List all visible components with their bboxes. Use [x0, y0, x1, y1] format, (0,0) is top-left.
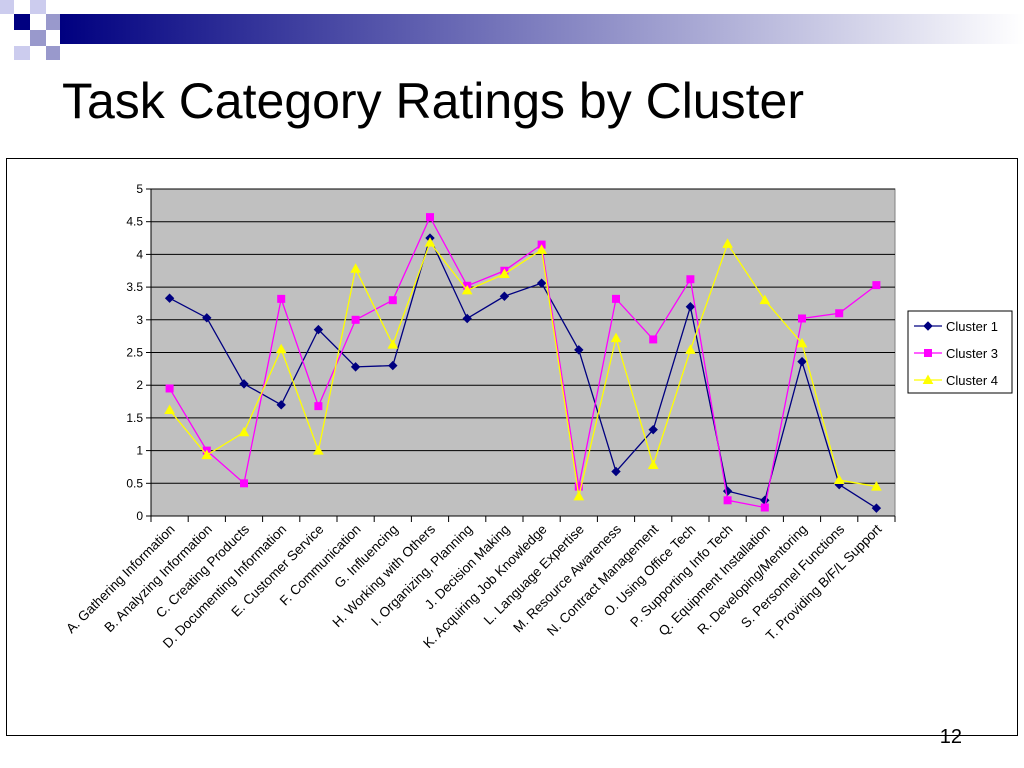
- header-square: [14, 46, 30, 60]
- line-chart: 00.511.522.533.544.55A. Gathering Inform…: [63, 182, 1013, 651]
- data-point: [388, 360, 398, 371]
- data-point: [499, 268, 510, 279]
- legend-label: Cluster 3: [946, 346, 998, 361]
- header-square: [30, 30, 46, 46]
- data-point: [165, 384, 174, 393]
- header-decoration: [0, 0, 1024, 60]
- header-square: [46, 46, 60, 60]
- data-point: [240, 479, 248, 488]
- data-point: [314, 402, 323, 411]
- data-point: [722, 238, 733, 248]
- data-point: [685, 344, 696, 354]
- series-line-2: [169, 215, 877, 509]
- header-gradient-band: [60, 14, 1024, 44]
- data-point: [201, 449, 213, 460]
- data-point: [499, 291, 510, 301]
- data-point: [276, 400, 286, 410]
- data-point: [350, 263, 361, 273]
- header-square: [30, 0, 46, 14]
- data-point: [797, 356, 807, 367]
- data-point: [275, 343, 287, 354]
- data-point: [573, 490, 585, 501]
- header-square: [46, 14, 60, 30]
- series-line-1: [169, 236, 877, 509]
- page-number: 12: [939, 726, 962, 748]
- data-point: [648, 424, 658, 435]
- data-point: [612, 294, 620, 303]
- data-point: [872, 281, 881, 290]
- data-point: [202, 313, 212, 323]
- data-point: [536, 244, 547, 254]
- y-tick-label: 2.5: [126, 346, 143, 360]
- data-point: [462, 313, 472, 324]
- legend-label: Cluster 1: [946, 319, 998, 334]
- legend-marker: [924, 349, 932, 357]
- y-tick-label: 3.5: [126, 280, 143, 294]
- y-tick-label: 1: [136, 444, 143, 458]
- data-point: [536, 278, 547, 288]
- data-point: [871, 503, 882, 513]
- data-point: [759, 294, 771, 305]
- data-point: [871, 481, 882, 491]
- legend-label: Cluster 4: [946, 373, 998, 388]
- data-point: [574, 345, 584, 355]
- legend-marker: [922, 374, 934, 384]
- y-tick-label: 5: [136, 182, 143, 196]
- data-point: [387, 339, 399, 349]
- data-point: [164, 293, 175, 303]
- y-tick-label: 3: [136, 313, 143, 327]
- data-point: [461, 284, 473, 295]
- data-point: [686, 275, 695, 284]
- data-point: [574, 482, 583, 491]
- y-tick-label: 2: [136, 378, 143, 392]
- data-point: [796, 337, 808, 348]
- y-tick-label: 1.5: [126, 411, 143, 425]
- data-point: [649, 335, 658, 344]
- data-point: [833, 474, 845, 485]
- y-tick-label: 4: [136, 247, 143, 261]
- data-point: [835, 309, 844, 318]
- data-point: [313, 445, 324, 455]
- slide-title: Task Category Ratings by Cluster: [62, 73, 804, 129]
- legend-marker: [923, 321, 933, 331]
- data-point: [388, 296, 397, 305]
- data-point: [313, 324, 324, 335]
- header-square: [14, 14, 30, 30]
- data-point: [685, 302, 696, 312]
- data-point: [277, 294, 286, 303]
- chart-frame: 0 0.5 1 1.5 2 2.5 3 3.5 4 4.5 5 A. Gathering Inform…: [6, 158, 1018, 736]
- data-point: [610, 332, 622, 343]
- data-point: [164, 404, 175, 415]
- data-point: [424, 237, 436, 247]
- header-square: [0, 0, 14, 14]
- y-tick-label: 0.5: [126, 476, 143, 490]
- data-point: [239, 379, 249, 389]
- data-point: [611, 466, 621, 477]
- series-line-3: [169, 241, 877, 497]
- y-tick-label: 4.5: [126, 215, 143, 229]
- data-point: [647, 459, 659, 469]
- data-point: [760, 503, 769, 512]
- data-point: [350, 362, 361, 372]
- y-tick-label: 0: [136, 509, 143, 523]
- data-point: [351, 315, 360, 324]
- data-point: [798, 314, 806, 323]
- data-point: [723, 496, 732, 505]
- data-point: [238, 426, 250, 437]
- data-point: [426, 213, 434, 222]
